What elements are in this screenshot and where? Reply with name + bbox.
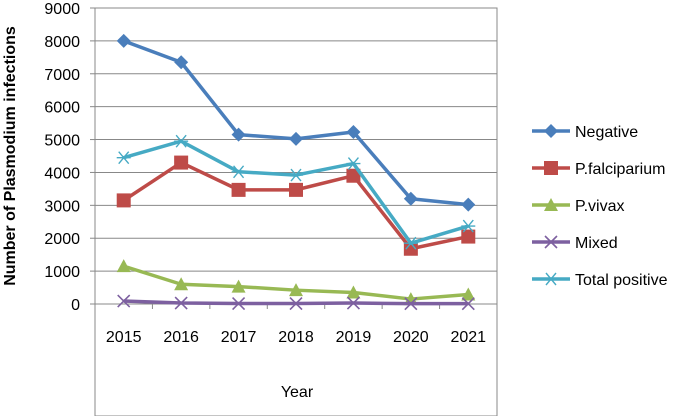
data-point-negative [346,124,361,139]
y-tick-label: 3000 [44,198,80,215]
data-point-negative [461,197,476,212]
x-tick-label: 2021 [450,329,486,346]
data-point-p-vivax [461,287,476,301]
data-point-p-vivax [174,277,189,291]
legend-label: P.vivax [575,198,625,215]
data-point-negative [116,33,131,48]
y-tick-label: 9000 [44,1,80,18]
x-tick-label: 2018 [278,329,314,346]
data-point-total-positive [346,157,361,171]
data-point-p-vivax [231,279,246,293]
x-axis-title: Year [281,384,314,401]
legend-label: Total positive [575,272,668,289]
y-tick-label: 8000 [44,34,80,51]
legend-marker [544,198,558,211]
legend-label: Mixed [575,235,618,252]
data-point-total-positive [174,134,189,148]
x-axis-ticks: 2015 2016 2017 2018 2019 2020 2021 [106,304,498,346]
series-total-positive [116,134,476,250]
data-point-p-vivax [403,292,418,306]
y-tick-label: 2000 [44,231,80,248]
data-point-p-falciparium [116,193,131,208]
series-mixed [117,294,475,311]
data-point-total-positive [461,219,476,233]
series-p-vivax [116,259,476,306]
data-point-p-falciparium [346,168,361,183]
y-tick-label: 6000 [44,100,80,117]
data-point-negative [403,191,418,206]
data-point-mixed [404,297,418,311]
legend-label: Negative [575,124,638,141]
data-point-p-falciparium [231,182,246,197]
data-point-total-positive [289,168,303,182]
x-tick-label: 2020 [393,329,429,346]
y-tick-label: 4000 [44,165,80,182]
data-point-mixed [461,297,475,311]
data-point-total-positive [403,236,418,250]
legend-item-p-vivax: P.vivax [532,198,625,215]
legend-marker [544,124,558,138]
series-group [116,33,476,311]
x-tick-label: 2017 [221,329,257,346]
data-point-mixed [346,296,360,310]
data-point-negative [289,131,303,146]
legend-marker [544,235,558,249]
legend-item-negative: Negative [532,124,638,141]
legend-marker [544,161,558,175]
data-point-negative [174,55,189,70]
y-axis-ticks: 0 1000 2000 3000 4000 5000 6000 7000 8000 9000 [44,1,95,314]
y-tick-label: 7000 [44,67,80,84]
legend: Negative P.falciparium P.vivax Mixed Total p… [532,124,668,289]
chart-frame [94,7,498,416]
data-point-p-vivax [116,259,131,273]
data-point-p-falciparium [289,182,303,197]
data-point-p-falciparium [461,229,476,244]
legend-item-p-falciparium: P.falciparium [532,161,665,178]
data-point-mixed [174,296,188,310]
data-point-total-positive [231,165,246,179]
legend-item-total-positive: Total positive [532,272,668,289]
legend-marker [544,272,558,286]
y-tick-label: 0 [71,297,80,314]
data-point-mixed [117,294,131,308]
data-point-total-positive [116,151,131,165]
x-tick-label: 2016 [163,329,199,346]
data-point-mixed [232,296,246,311]
series-line-negative [123,39,469,207]
x-tick-label: 2019 [336,329,372,346]
data-point-p-falciparium [174,155,189,170]
x-tick-label: 2015 [106,329,142,346]
data-point-mixed [289,296,303,311]
legend-item-mixed: Mixed [532,235,618,252]
legend-label: P.falciparium [575,161,665,178]
data-point-negative [231,127,246,142]
y-tick-label: 5000 [44,133,80,150]
data-point-p-vivax [346,285,361,299]
y-tick-label: 1000 [44,264,80,281]
data-point-p-falciparium [403,241,418,256]
series-p-falciparium [116,155,476,256]
data-point-p-vivax [289,283,303,297]
y-axis-title: Number of Plasmodium infections [2,26,19,286]
series-negative [116,33,476,212]
